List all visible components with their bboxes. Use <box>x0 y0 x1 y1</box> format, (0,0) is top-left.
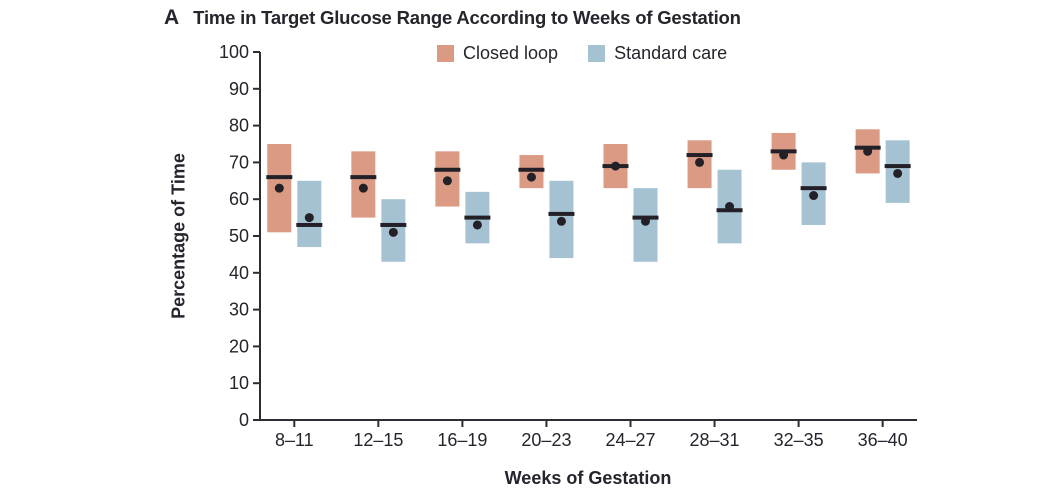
standard-care-median-line <box>380 222 407 227</box>
standard-care-mean-dot <box>388 227 398 237</box>
x-tick-label: 12–15 <box>353 430 403 450</box>
standard-care-median-line <box>800 186 827 191</box>
standard-care-median-line <box>548 211 575 216</box>
x-tick-label: 36–40 <box>858 430 908 450</box>
standard-care-swatch-icon <box>588 45 606 62</box>
x-axis-title: Weeks of Gestation <box>504 468 672 488</box>
standard-care-median-line <box>464 215 491 220</box>
closed-loop-median-line <box>434 167 461 172</box>
closed-loop-mean-dot <box>611 161 620 171</box>
closed-loop-mean-dot <box>358 183 368 193</box>
closed-loop-mean-dot <box>274 183 284 193</box>
y-tick-label: 10 <box>229 373 249 393</box>
standard-care-mean-dot <box>725 202 735 212</box>
closed-loop-median-line <box>266 175 293 180</box>
standard-care-mean-dot <box>641 216 650 226</box>
y-tick-label: 40 <box>229 263 249 283</box>
closed-loop-mean-dot <box>779 150 789 160</box>
figure-title: Time in Target Glucose Range According t… <box>193 7 741 28</box>
x-tick-label: 8–11 <box>275 430 314 450</box>
figure-title-row: A Time in Target Glucose Range According… <box>164 6 741 30</box>
y-axis-title: Percentage of Time <box>168 153 189 319</box>
standard-care-mean-dot <box>893 168 903 178</box>
x-tick-label: 20–23 <box>521 430 571 450</box>
y-tick-label: 80 <box>229 116 249 136</box>
y-tick-label: 50 <box>229 226 249 246</box>
y-tick-label: 60 <box>229 189 249 209</box>
closed-loop-mean-dot <box>695 157 705 167</box>
y-tick-label: 90 <box>229 79 249 99</box>
x-tick-label: 28–31 <box>690 430 740 450</box>
closed-loop-median-line <box>350 175 377 180</box>
y-tick-label: 30 <box>229 300 249 320</box>
closed-loop-mean-dot <box>526 172 536 182</box>
legend-label-standard-care: Standard care <box>614 43 728 63</box>
x-tick-label: 16–19 <box>437 430 487 450</box>
x-tick-label: 24–27 <box>605 430 655 450</box>
y-tick-label: 20 <box>229 336 249 356</box>
panel-label: A <box>164 6 180 29</box>
closed-loop-median-line <box>518 167 545 172</box>
y-tick-label: 100 <box>219 42 249 62</box>
closed-loop-mean-dot <box>442 176 452 186</box>
standard-care-median-line <box>884 164 911 169</box>
y-tick-label: 70 <box>229 152 249 172</box>
legend-item-closed-loop: Closed loop <box>437 43 558 64</box>
standard-care-mean-dot <box>809 191 819 201</box>
chart-legend: Closed loop Standard care <box>437 43 727 64</box>
closed-loop-swatch-icon <box>437 45 454 62</box>
standard-care-mean-dot <box>304 213 314 223</box>
standard-care-mean-dot <box>556 216 566 226</box>
y-tick-label: 0 <box>239 410 249 430</box>
standard-care-median-line <box>296 222 323 227</box>
legend-label-closed-loop: Closed loop <box>463 43 559 63</box>
legend-item-standard-care: Standard care <box>588 43 727 64</box>
closed-loop-median-line <box>686 153 713 158</box>
closed-loop-mean-dot <box>863 146 873 156</box>
x-tick-label: 32–35 <box>774 430 824 450</box>
standard-care-mean-dot <box>472 220 482 230</box>
